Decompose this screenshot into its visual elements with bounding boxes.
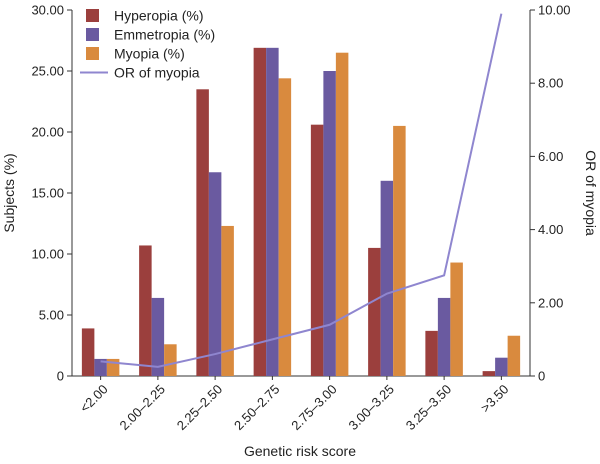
or-myopia-line [100,13,503,368]
legend-swatch [86,28,99,41]
x-tick-label: 2.75–3.00 [288,382,340,434]
legend-swatch [86,9,99,22]
or-line-layer [100,13,503,368]
x-tick-label: 2.25–2.50 [174,382,226,434]
y-tick-label: 15.00 [31,186,64,201]
bar [380,180,394,376]
bar [278,78,292,376]
bar [94,358,107,376]
bar [450,262,463,376]
bar [151,297,165,376]
y-axis-title: Subjects (%) [1,153,17,232]
y2-tick-label: 4.00 [538,222,563,237]
y-tick-label: 25.00 [31,64,64,79]
bar [266,47,279,376]
bar [81,328,95,376]
y2-axis-title: OR of myopia [583,150,599,236]
bar [139,245,152,376]
y2-tick-label: 10.00 [538,3,571,18]
bar [196,89,209,377]
legend-label: Myopia (%) [114,46,185,62]
y2-tick-label: 8.00 [538,76,563,91]
bar [310,124,324,377]
x-axis-title: Genetic risk score [244,443,356,459]
bars [81,47,521,377]
bar [208,172,222,376]
legend-label: Emmetropia (%) [114,27,215,43]
y-tick-label: 5.00 [39,308,64,323]
bar [221,225,234,376]
legend-label: Hyperopia (%) [114,8,203,24]
x-tick-label: 2.00–2.25 [116,382,168,434]
bar [507,335,521,376]
bar [437,297,451,376]
bar [323,71,336,376]
y2-tick-label: 6.00 [538,149,563,164]
bar [495,357,508,376]
y-tick-label: 20.00 [31,125,64,140]
x-tick-label: <2.00 [77,382,111,416]
bar [368,247,381,376]
bar [335,52,349,376]
legend-label: OR of myopia [114,65,200,81]
bar [393,125,406,377]
bar [253,47,267,376]
x-tick-label: 3.00–3.25 [345,382,397,434]
y-tick-label: 10.00 [31,247,64,262]
bar [425,330,438,376]
legend: Hyperopia (%) Emmetropia (%) Myopia (%) OR … [80,8,215,81]
y-tick-label: 0 [57,369,64,384]
legend-swatch [86,47,99,60]
x-tick-label: 3.25–3.50 [403,382,455,434]
y-tick-label: 30.00 [31,3,64,18]
x-tick-label: 2.50–2.75 [231,382,283,434]
y2-tick-label: 2.00 [538,295,563,310]
y2-tick-label: 0 [538,369,545,384]
x-tick-label: >3.50 [478,382,512,416]
bar [482,371,496,376]
bar [164,344,177,376]
